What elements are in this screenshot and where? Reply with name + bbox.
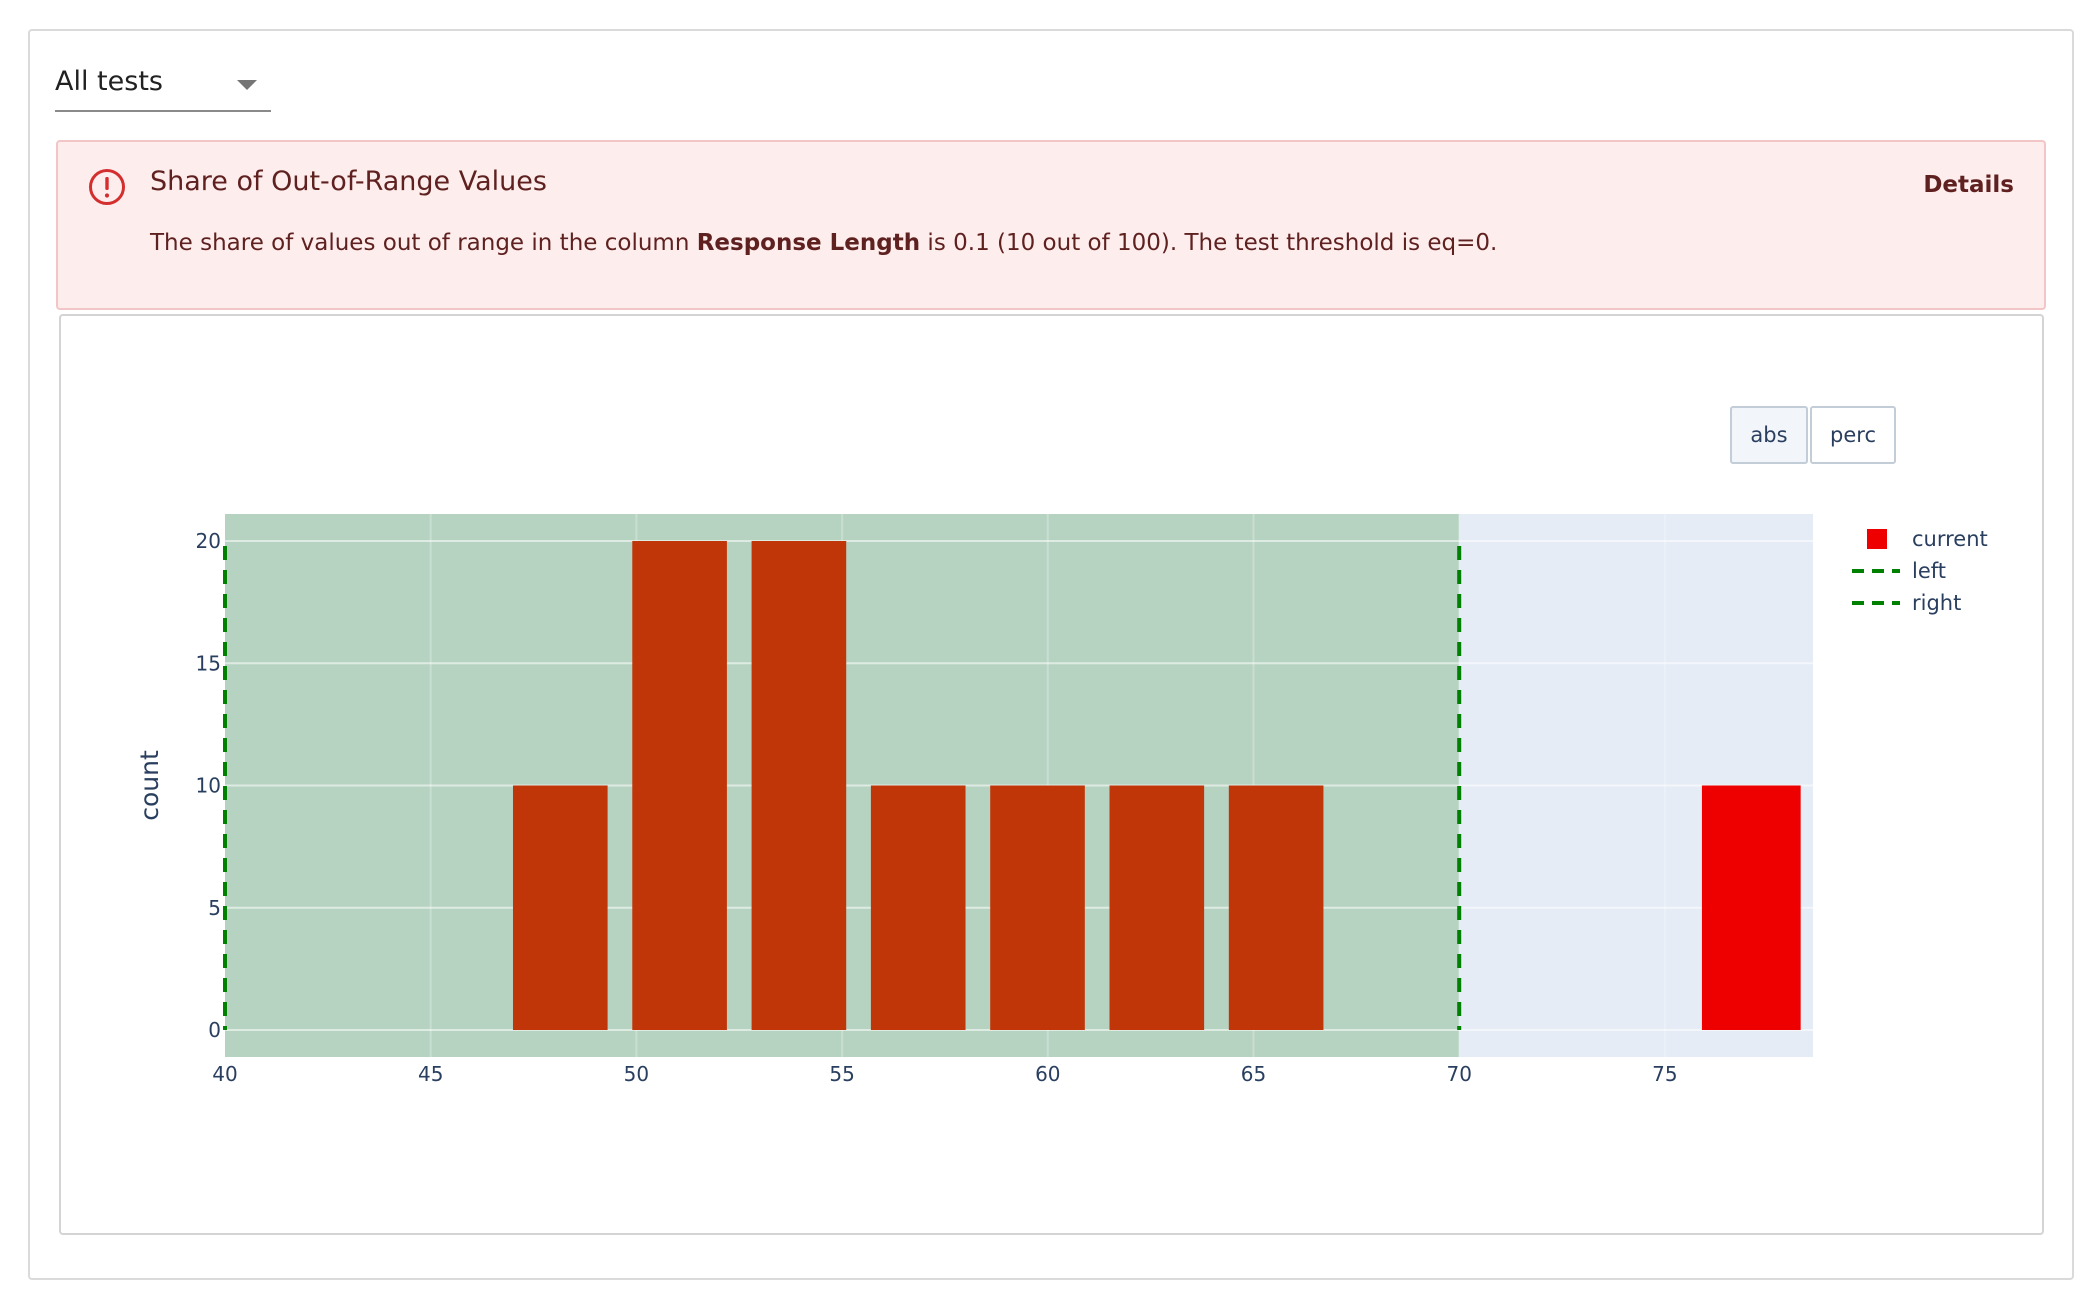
bar xyxy=(751,541,847,1030)
test-filter-select[interactable]: All tests xyxy=(55,60,271,112)
x-tick-label: 55 xyxy=(829,1062,854,1086)
bar xyxy=(632,541,727,1030)
legend-label-left: left xyxy=(1912,559,1946,583)
x-tick-label: 40 xyxy=(212,1062,237,1086)
x-tick-label: 60 xyxy=(1035,1062,1060,1086)
bar xyxy=(1109,785,1205,1030)
x-tick-label: 75 xyxy=(1652,1062,1677,1086)
legend-label-right: right xyxy=(1912,591,1961,615)
bar xyxy=(1701,785,1801,1030)
legend: current left right xyxy=(1852,527,1988,615)
y-tick-label: 20 xyxy=(196,529,221,553)
chevron-down-icon[interactable] xyxy=(237,80,257,90)
x-tick-label: 70 xyxy=(1446,1062,1471,1086)
abs-button[interactable]: abs xyxy=(1730,406,1808,464)
legend-swatch-current xyxy=(1867,529,1887,549)
test-card xyxy=(28,29,2074,1280)
bar xyxy=(512,785,608,1030)
y-axis-label: count xyxy=(135,750,164,821)
details-button[interactable]: Details xyxy=(1923,172,2014,198)
legend-label-current: current xyxy=(1912,527,1988,551)
perc-button[interactable]: perc xyxy=(1810,406,1896,464)
alert-description: The share of values out of range in the … xyxy=(150,230,1497,256)
plot-container xyxy=(59,314,2044,1235)
x-tick-label: 50 xyxy=(624,1062,649,1086)
bar xyxy=(990,785,1085,1030)
x-tick-label: 65 xyxy=(1241,1062,1266,1086)
alert-title: Share of Out-of-Range Values xyxy=(150,166,547,197)
y-tick-label: 0 xyxy=(208,1018,221,1042)
alert-desc-suffix: is 0.1 (10 out of 100). The test thresho… xyxy=(920,230,1498,256)
bar xyxy=(1228,785,1324,1030)
bar xyxy=(870,785,966,1030)
y-tick-label: 15 xyxy=(196,651,221,675)
y-tick-label: 10 xyxy=(196,774,221,798)
y-tick-label: 5 xyxy=(208,896,221,920)
alert-desc-column: Response Length xyxy=(696,230,921,256)
test-filter-value: All tests xyxy=(55,66,163,97)
error-circle-icon xyxy=(89,169,125,205)
test-result-alert: Share of Out-of-Range Values Details The… xyxy=(56,140,2046,310)
x-tick-label: 45 xyxy=(418,1062,443,1086)
alert-desc-prefix: The share of values out of range in the … xyxy=(150,230,697,256)
